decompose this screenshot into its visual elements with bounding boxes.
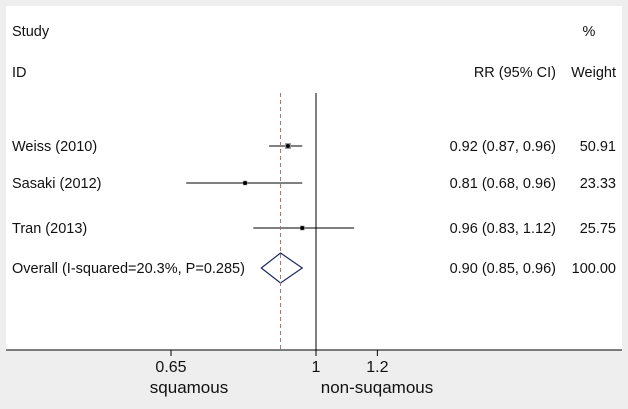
header-weight: Weight: [571, 65, 616, 81]
overall-weight-text: 100.00: [572, 261, 616, 277]
study-row: Weiss (2010) 0.92 (0.87, 0.96) 50.91: [12, 139, 616, 155]
weight-text: 25.75: [580, 221, 616, 237]
study-label: Tran (2013): [12, 221, 87, 237]
weight-text: 23.33: [580, 176, 616, 192]
header-weight-top: %: [583, 24, 596, 40]
x-tick-label: 1: [312, 359, 321, 376]
x-tick-label: 1.2: [366, 359, 388, 376]
study-rows: Weiss (2010) 0.92 (0.87, 0.96) 50.91 Sasaki…: [12, 139, 616, 284]
x-tick-label: 0.65: [155, 359, 186, 376]
overall-ci-text: 0.90 (0.85, 0.96): [450, 261, 556, 277]
header-id: ID: [12, 65, 27, 81]
header-effect: RR (95% CI): [474, 65, 556, 81]
side-label-right: non-suqamous: [321, 378, 433, 397]
point-estimate: [300, 226, 305, 230]
plot-panel: [6, 6, 622, 350]
study-label: Weiss (2010): [12, 139, 97, 155]
overall-row: Overall (I-squared=20.3%, P=0.285) 0.90 (…: [12, 252, 616, 284]
point-estimate: [243, 181, 248, 185]
study-label: Sasaki (2012): [12, 176, 101, 192]
ci-text: 0.96 (0.83, 1.12): [450, 221, 556, 237]
study-row: Tran (2013) 0.96 (0.83, 1.12) 25.75: [12, 221, 616, 237]
overall-label: Overall (I-squared=20.3%, P=0.285): [12, 261, 245, 277]
overall-diamond: [260, 252, 304, 284]
ci-text: 0.92 (0.87, 0.96): [450, 139, 556, 155]
x-axis: 0.65 1 1.2 squamous non-suqamous: [150, 350, 433, 397]
ci-text: 0.81 (0.68, 0.96): [450, 176, 556, 192]
weight-text: 50.91: [580, 139, 616, 155]
point-estimate: [285, 144, 290, 148]
header-study: Study: [12, 24, 50, 40]
study-row: Sasaki (2012) 0.81 (0.68, 0.96) 23.33: [12, 176, 616, 192]
side-label-left: squamous: [150, 378, 228, 397]
